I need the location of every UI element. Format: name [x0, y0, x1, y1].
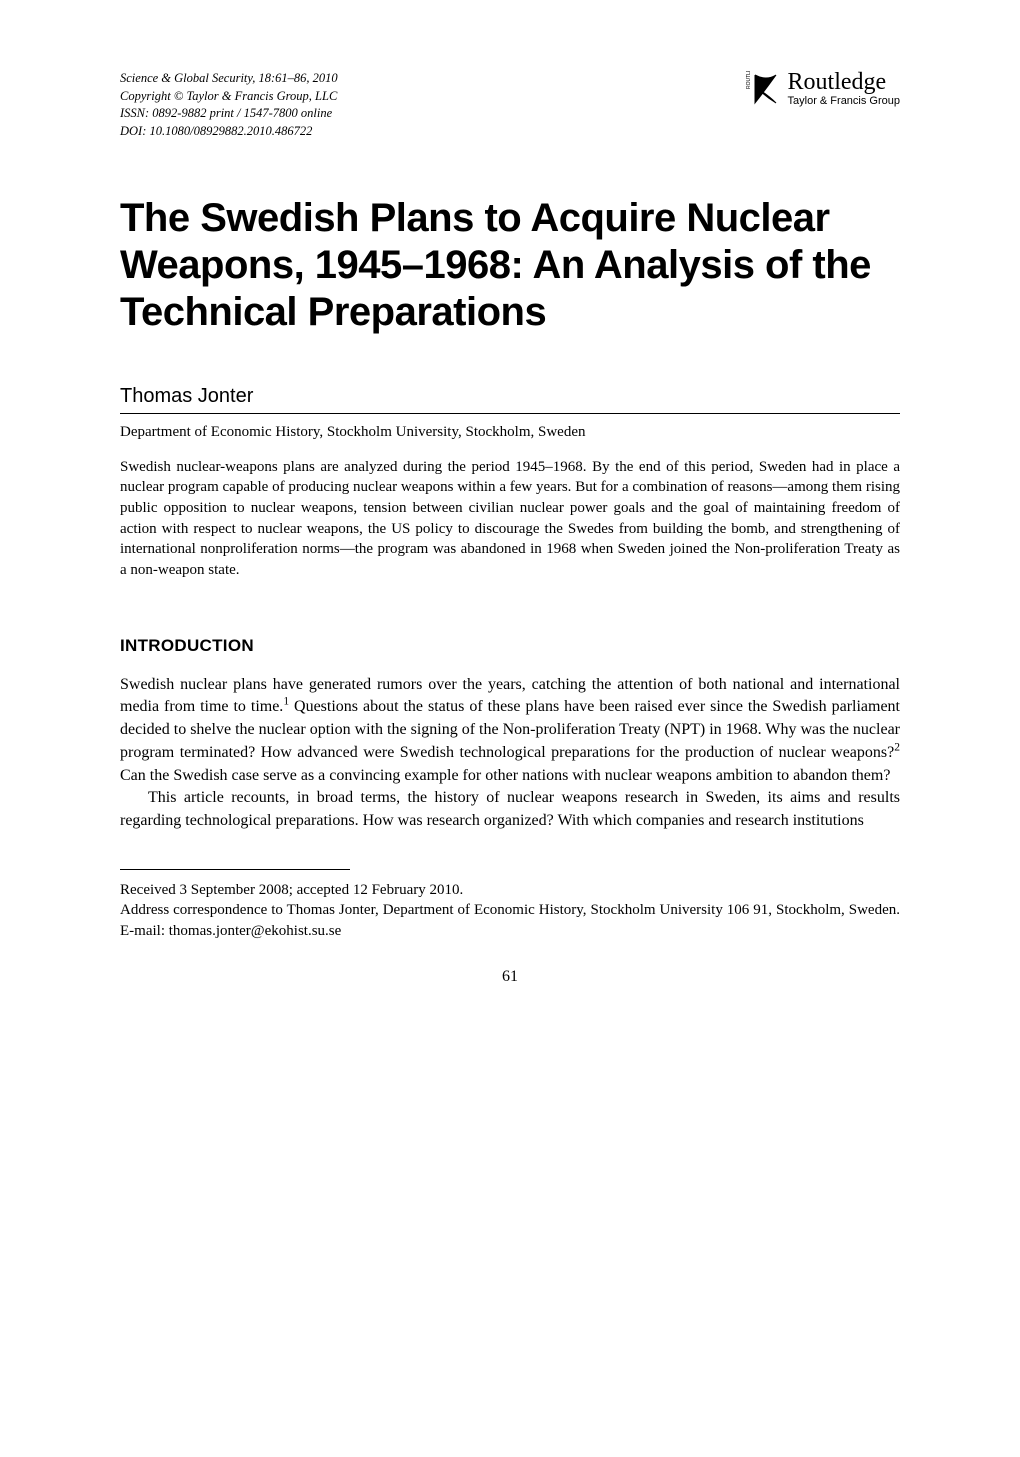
svg-text:ROUTLEDGE: ROUTLEDGE — [746, 71, 752, 89]
article-title: The Swedish Plans to Acquire Nuclear Wea… — [120, 195, 900, 337]
author-divider — [120, 413, 900, 414]
publisher-tagline: Taylor & Francis Group — [788, 96, 900, 107]
publisher-text: Routledge Taylor & Francis Group — [788, 70, 900, 107]
journal-line-issn: ISSN: 0892-9882 print / 1547-7800 online — [120, 105, 338, 123]
routledge-logo-icon: ROUTLEDGE — [746, 71, 780, 107]
section-heading-introduction: INTRODUCTION — [120, 636, 900, 656]
footnote-received: Received 3 September 2008; accepted 12 F… — [120, 880, 900, 901]
introduction-section: INTRODUCTION Swedish nuclear plans have … — [120, 636, 900, 833]
author-affiliation: Department of Economic History, Stockhol… — [120, 424, 900, 441]
intro-paragraph-1: Swedish nuclear plans have generated rum… — [120, 674, 900, 788]
publisher-name: Routledge — [788, 70, 900, 94]
publisher-logo: ROUTLEDGE Routledge Taylor & Francis Gro… — [746, 70, 900, 107]
journal-line-citation: Science & Global Security, 18:61–86, 201… — [120, 70, 338, 88]
intro-paragraph-2: This article recounts, in broad terms, t… — [120, 787, 900, 832]
footnote-divider — [120, 869, 350, 870]
footnote-ref-2: 2 — [894, 742, 900, 754]
journal-line-copyright: Copyright © Taylor & Francis Group, LLC — [120, 88, 338, 106]
footnote-address: Address correspondence to Thomas Jonter,… — [120, 900, 900, 941]
page-number: 61 — [120, 968, 900, 986]
intro-p1-text3: Can the Swedish case serve as a convinci… — [120, 767, 890, 784]
abstract: Swedish nuclear-weapons plans are analyz… — [120, 457, 900, 581]
journal-line-doi: DOI: 10.1080/08929882.2010.486722 — [120, 123, 338, 141]
journal-info: Science & Global Security, 18:61–86, 201… — [120, 70, 338, 140]
header-row: Science & Global Security, 18:61–86, 201… — [120, 70, 900, 140]
author-name: Thomas Jonter — [120, 385, 900, 408]
